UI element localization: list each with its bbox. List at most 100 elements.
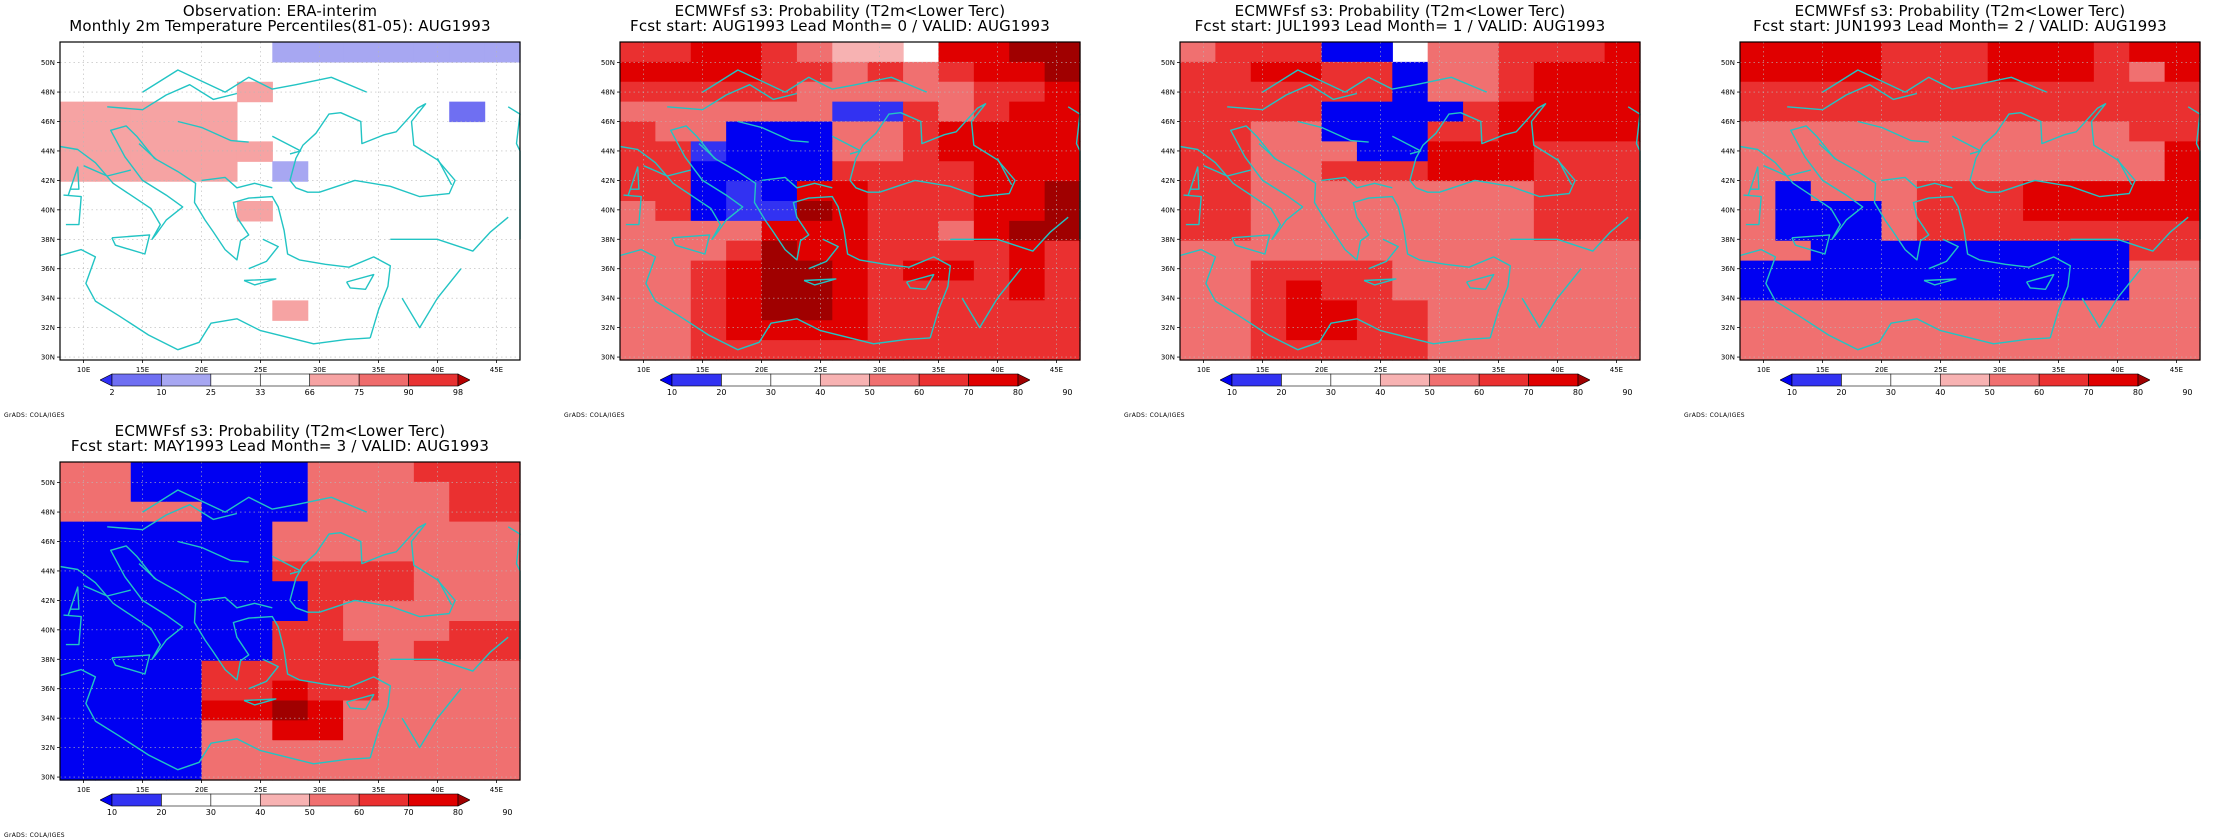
y-tick-label: 34N	[1721, 295, 1735, 303]
grid-cell	[1775, 141, 1812, 162]
grads-credit: GrADS: COLA/IGES	[1124, 412, 1185, 419]
coastline	[67, 166, 80, 196]
colorbar-labels: 10 20 30 40 50 60 70 80 90	[660, 388, 1073, 400]
panel-observation: Observation: ERA-interim Monthly 2m Temp…	[0, 0, 560, 420]
coastline	[619, 125, 951, 339]
grid-cell	[620, 320, 656, 341]
grid-cell	[2129, 260, 2166, 282]
grid-cell	[1215, 300, 1252, 321]
colorbar-label: 10	[1226, 388, 1238, 397]
grid-cell	[130, 760, 167, 781]
coastline	[67, 586, 80, 616]
x-tick-label: 10E	[1197, 366, 1210, 374]
grid-cell	[1810, 81, 1847, 103]
coastline	[1203, 165, 1251, 177]
coastline	[1227, 84, 1358, 111]
grid-cell	[796, 240, 833, 262]
grid-cell	[867, 220, 904, 242]
map-plot: 10E 15E 20E 25E 30E 35E 40E 45E 30N 32N 34N 36N 38N 4…	[1721, 41, 2201, 374]
grid-cell	[201, 462, 238, 483]
grid-cell	[1356, 340, 1393, 361]
grid-cell	[1215, 201, 1252, 222]
coastline	[906, 273, 935, 290]
grid-cell	[832, 101, 869, 123]
grid-cell	[1356, 240, 1393, 262]
grid-cell	[2164, 240, 2201, 262]
grid-cell	[413, 760, 450, 781]
grid-cell	[378, 521, 415, 543]
coastline	[2070, 216, 2189, 252]
grid-cell	[1250, 300, 1287, 321]
grid-cell	[166, 601, 203, 622]
grid-cell	[484, 541, 521, 562]
grid-cell	[726, 300, 763, 321]
grid-cell	[620, 300, 656, 321]
y-tick-label: 36N	[601, 265, 615, 273]
colorbar-label: 30	[1885, 388, 1896, 397]
grid-cell	[272, 561, 309, 582]
grid-cell	[1286, 101, 1323, 123]
grid-cell	[1740, 340, 1776, 361]
grid-cell	[166, 621, 203, 642]
grid-cell	[2093, 220, 2130, 242]
grid-cell	[1180, 121, 1216, 142]
plot-frame	[1739, 41, 2201, 361]
grid-cell	[2093, 320, 2130, 341]
grid-cell	[973, 42, 1010, 63]
y-tick-label: 38N	[41, 656, 55, 664]
grid-cell	[2023, 201, 2060, 222]
grid-cell	[1916, 42, 1953, 63]
grid-cell	[1498, 181, 1535, 202]
axes: 10E 15E 20E 25E 30E 35E 40E 45E 30N 32N 34N 36N 38N 4…	[41, 59, 503, 374]
coastline	[401, 268, 462, 329]
grid-cell	[832, 340, 869, 361]
grid-cell	[1810, 300, 1847, 321]
grid-cell	[2023, 340, 2060, 361]
coastline	[271, 555, 302, 575]
colorbar-label: 90	[1062, 388, 1073, 397]
coastline	[83, 585, 131, 597]
grid-cell	[726, 161, 763, 182]
grid-cell	[2058, 240, 2095, 262]
grid-cell	[1952, 240, 1989, 262]
x-tick-label: 45E	[1050, 366, 1063, 374]
grid-cell	[1604, 81, 1641, 103]
grid-cell	[2058, 42, 2095, 63]
coastline	[111, 234, 151, 255]
x-tick-label: 40E	[2111, 366, 2124, 374]
grid-cell	[796, 141, 833, 162]
x-tick-label: 30E	[313, 366, 326, 374]
grid-cell	[2058, 161, 2095, 182]
coastline	[63, 614, 82, 646]
grid-cell	[484, 561, 521, 582]
colorbar-swatch	[1429, 373, 1480, 387]
grid-cell	[1810, 61, 1847, 83]
colorbar-swatch	[918, 373, 969, 387]
grid-cell	[1392, 161, 1429, 182]
colorbar-label: 10	[156, 388, 167, 397]
grid-cell	[761, 280, 798, 301]
x-tick-label: 20E	[195, 366, 208, 374]
colorbar-swatch	[408, 793, 459, 807]
grid-cell	[307, 561, 344, 582]
grid-cell	[1044, 81, 1081, 103]
panel-lead-2: ECMWFsf s3: Probability (T2m<Lower Terc)…	[1680, 0, 2240, 420]
grid-cell	[1215, 320, 1252, 341]
grid-cell	[1604, 121, 1641, 142]
grid-cell	[620, 260, 656, 282]
grid-cell	[1916, 320, 1953, 341]
grid-cell	[726, 340, 763, 361]
grads-credit: GrADS: COLA/IGES	[4, 412, 65, 419]
grid-cell	[1740, 181, 1776, 202]
grid-cell	[2164, 320, 2201, 341]
grid-cell	[1916, 121, 1953, 142]
colorbar-label: 66	[304, 388, 315, 397]
grid-cell	[2058, 181, 2095, 202]
x-tick-label: 15E	[136, 786, 149, 794]
coastline	[1368, 238, 1399, 270]
coastline	[702, 69, 927, 93]
grid-cell	[1286, 141, 1323, 162]
colorbar-swatch	[161, 373, 212, 387]
grid-cell	[1916, 101, 1953, 123]
grid-cell	[2164, 42, 2201, 63]
